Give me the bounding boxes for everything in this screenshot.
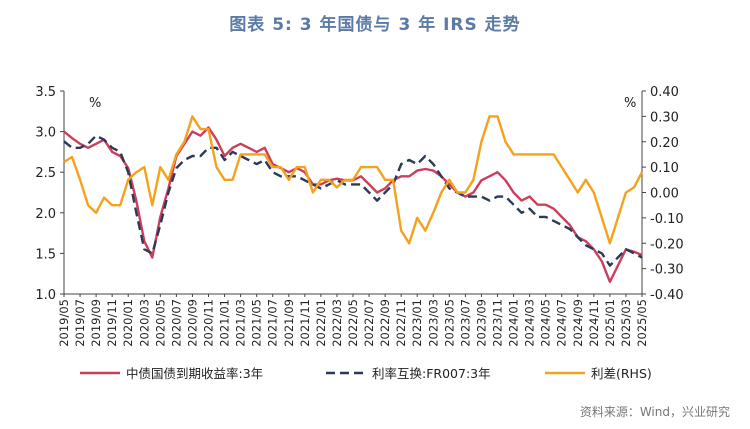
right-tick-label: -0.40 — [650, 288, 684, 303]
x-tick-label: 2024/07 — [555, 299, 569, 347]
right-unit-label: % — [624, 96, 636, 111]
x-tick-label: 2020/07 — [169, 299, 183, 347]
x-tick-label: 2022/05 — [346, 299, 360, 347]
x-tick-label: 2021/01 — [218, 299, 232, 347]
series-line — [63, 115, 644, 245]
x-tick-label: 2021/11 — [298, 299, 312, 347]
series-line — [63, 134, 643, 267]
x-tick-label: 2023/01 — [410, 299, 424, 347]
x-tick-label: 2024/09 — [571, 299, 585, 347]
right-tick-label: 0.20 — [650, 136, 679, 151]
left-tick-label: 1.0 — [35, 288, 56, 303]
x-tick-label: 2020/03 — [137, 299, 151, 347]
x-tick-label: 2023/11 — [491, 299, 505, 347]
x-tick-label: 2023/09 — [474, 299, 488, 347]
x-tick-label: 2019/07 — [73, 299, 87, 347]
left-tick-label: 3.5 — [35, 85, 56, 100]
x-tick-label: 2021/05 — [250, 299, 264, 347]
x-tick-label: 2020/09 — [185, 299, 199, 347]
chart-title: 图表 5: 3 年国债与 3 年 IRS 走势 — [229, 15, 521, 35]
x-tick-label: 2025/01 — [603, 299, 617, 347]
right-tick-label: -0.30 — [650, 263, 684, 278]
x-tick-label: 2024/11 — [587, 299, 601, 347]
x-tick-label: 2019/11 — [105, 299, 119, 347]
left-tick-label: 1.5 — [35, 247, 56, 262]
right-tick-label: 0.00 — [650, 187, 679, 202]
x-tick-label: 2023/07 — [458, 299, 472, 347]
x-tick-label: 2022/03 — [330, 299, 344, 347]
x-tick-labels: 2019/05 2019/07 2019/09 2019/11 2020/01 2020/… — [57, 294, 649, 347]
series-line — [63, 126, 643, 283]
x-tick-label: 2019/09 — [89, 299, 103, 347]
right-tick-label: -0.10 — [650, 212, 684, 227]
x-tick-label: 2022/07 — [362, 299, 376, 347]
x-tick-label: 2019/05 — [57, 299, 71, 347]
x-tick-label: 2023/05 — [442, 299, 456, 347]
legend-label: 利率互换:FR007:3年 — [372, 366, 491, 381]
left-tick-label: 2.5 — [35, 166, 56, 181]
legend-label: 利差(RHS) — [591, 366, 652, 381]
x-tick-label: 2022/01 — [314, 299, 328, 347]
left-unit-label: % — [89, 96, 101, 111]
x-tick-label: 2020/01 — [121, 299, 135, 347]
x-tick-label: 2025/03 — [619, 299, 633, 347]
left-tick-label: 2.0 — [35, 207, 56, 222]
x-tick-label: 2024/03 — [523, 299, 537, 347]
x-tick-label: 2020/11 — [202, 299, 216, 347]
axes-group: 1.0 1.5 2.0 2.5 3.0 3.5 -0.40 -0.30 -0.20 -0.10 0.… — [35, 85, 683, 303]
right-tick-label: 0.40 — [650, 85, 679, 100]
x-tick-label: 2020/05 — [153, 299, 167, 347]
x-tick-label: 2022/09 — [378, 299, 392, 347]
x-tick-label: 2024/01 — [507, 299, 521, 347]
right-tick-label: -0.20 — [650, 237, 684, 252]
source-note: 资料来源：Wind，兴业研究 — [579, 405, 730, 419]
x-tick-label: 2025/05 — [635, 299, 649, 347]
legend: 中债国债到期收益率:3年 利率互换:FR007:3年 利差(RHS) — [80, 366, 652, 381]
x-tick-label: 2021/07 — [266, 299, 280, 347]
left-tick-label: 3.0 — [35, 126, 56, 141]
x-tick-label: 2022/11 — [394, 299, 408, 347]
x-tick-label: 2024/05 — [539, 299, 553, 347]
x-tick-label: 2021/03 — [234, 299, 248, 347]
legend-label: 中债国债到期收益率:3年 — [126, 366, 263, 381]
right-tick-label: 0.30 — [650, 110, 679, 125]
x-tick-label: 2023/03 — [426, 299, 440, 347]
series-lines — [63, 115, 644, 283]
x-tick-label: 2021/09 — [282, 299, 296, 347]
right-tick-label: 0.10 — [650, 161, 679, 176]
